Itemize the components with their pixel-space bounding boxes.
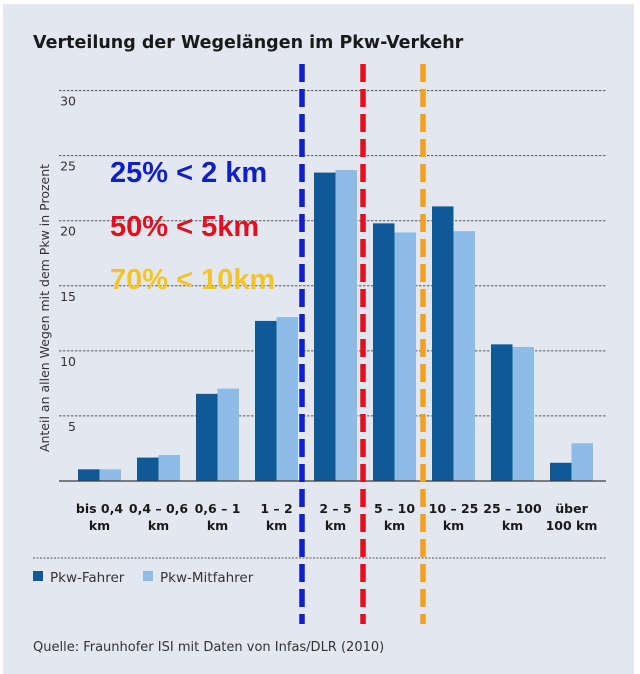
category-label-line1: 25 – 100 <box>483 501 542 516</box>
category-label-line1: 2 – 5 <box>319 501 351 516</box>
category-label-line1: 0,6 – 1 <box>195 501 241 516</box>
bar-fahrer <box>432 206 454 481</box>
bar-mitfahrer <box>453 231 475 481</box>
legend-swatch <box>143 571 153 581</box>
legend: Pkw-Fahrer Pkw-Mitfahrer <box>33 570 254 586</box>
bar-fahrer <box>491 344 513 481</box>
chart-title: Verteilung der Wegelängen im Pkw-Verkehr <box>33 33 464 53</box>
category-label-line1: über <box>555 501 588 516</box>
bar-mitfahrer <box>217 388 239 481</box>
category-label-line1: 10 – 25 <box>429 501 479 516</box>
legend-swatch <box>33 571 43 581</box>
bar-fahrer <box>314 172 336 482</box>
bar-mitfahrer <box>394 232 416 481</box>
bar-fahrer <box>373 223 395 481</box>
category-label-line2: km <box>207 518 228 533</box>
bar-mitfahrer <box>512 346 534 481</box>
y-tick-label: 30 <box>60 94 76 109</box>
legend-label: Pkw-Fahrer <box>50 570 125 586</box>
category-label-line2: km <box>266 518 287 533</box>
y-axis-label: Anteil an allen Wegen mit dem Pkw in Pro… <box>37 164 52 452</box>
reference-lines <box>299 64 426 624</box>
bar-fahrer <box>255 320 277 481</box>
source-note: Quelle: Fraunhofer ISI mit Daten von Inf… <box>33 640 384 655</box>
y-tick-label: 5 <box>68 419 76 434</box>
bar-mitfahrer <box>99 469 121 481</box>
y-tick-labels: 5 10 15 20 25 30 <box>60 94 76 434</box>
annotation-text: 25% < 2 km <box>110 157 267 189</box>
category-label-line2: km <box>502 518 523 533</box>
category-label-line1: bis 0,4 <box>76 501 123 516</box>
category-label-line1: 1 – 2 <box>260 501 292 516</box>
category-label-line2: km <box>325 518 346 533</box>
bars <box>78 169 593 482</box>
bar-fahrer <box>78 469 100 481</box>
bar-fahrer <box>196 393 218 481</box>
y-tick-label: 15 <box>60 289 76 304</box>
category-label-line1: 0,4 – 0,6 <box>129 501 189 516</box>
annotation-text: 50% < 5km <box>110 211 259 243</box>
bar-mitfahrer <box>335 169 357 482</box>
bar-mitfahrer <box>158 454 180 481</box>
bar-fahrer <box>137 457 159 481</box>
bar-fahrer <box>550 462 572 481</box>
annotations: 25% < 2 km 50% < 5km 70% < 10km <box>110 157 275 296</box>
annotation-text: 70% < 10km <box>110 264 275 296</box>
bar-mitfahrer <box>276 317 298 481</box>
category-label-line2: 100 km <box>546 518 598 533</box>
y-tick-label: 25 <box>60 159 76 174</box>
category-label-line2: km <box>148 518 169 533</box>
category-label-line1: 5 – 10 <box>374 501 415 516</box>
y-tick-label: 20 <box>60 224 76 239</box>
category-label-line2: km <box>89 518 110 533</box>
category-labels: bis 0,4 km 0,4 – 0,6 km 0,6 – 1 km 1 – 2 km 2 – … <box>76 501 597 533</box>
y-tick-label: 10 <box>60 354 76 369</box>
bar-mitfahrer <box>571 443 593 481</box>
category-label-line2: km <box>443 518 464 533</box>
category-label-line2: km <box>384 518 405 533</box>
legend-label: Pkw-Mitfahrer <box>160 570 254 586</box>
